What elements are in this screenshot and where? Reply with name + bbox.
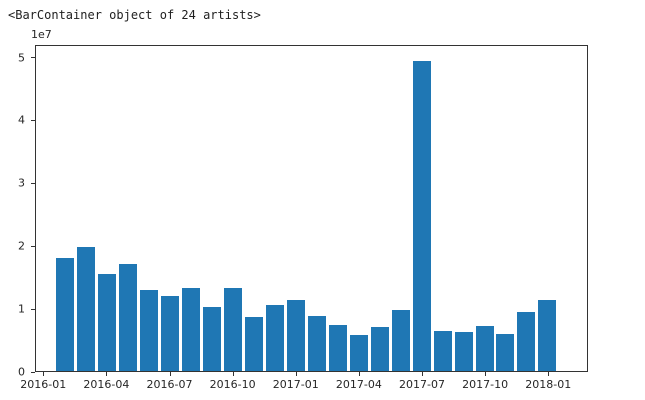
bar [475,326,494,371]
x-tick-label: 2017-01 [272,378,319,391]
x-tick-mark [548,372,550,376]
bar [349,334,368,371]
x-tick-mark [422,372,423,376]
y-tick-mark [31,371,35,373]
x-tick-label: 2017-04 [335,378,382,391]
y-tick-label: 0 [18,365,25,379]
x-tick-label: 2016-04 [83,378,130,391]
y-tick-mark [31,119,35,121]
bar [496,333,515,371]
bar [412,61,431,371]
bar [433,331,452,371]
x-tick-mark [485,372,487,376]
bar [98,274,117,371]
y-axis-offset-label: 1e7 [31,28,52,41]
plot-area [35,45,588,372]
bar [182,287,200,371]
y-tick-mark [31,245,35,247]
x-tick-mark [43,372,45,376]
y-tick-label: 5 [18,51,25,65]
bar [56,257,75,371]
bar [517,311,536,371]
bar [223,287,242,371]
x-tick-mark [169,372,171,376]
x-tick-mark [106,372,108,376]
bar [391,309,410,371]
y-tick-label: 3 [18,176,25,190]
bar [328,325,347,371]
bar [286,300,305,371]
bar [370,327,389,371]
bar [244,316,263,371]
repr-output-text: <BarContainer object of 24 artists> [8,8,261,22]
bar [77,246,96,371]
x-tick-label: 2016-01 [20,378,67,391]
bar [119,263,138,371]
bar [202,307,221,371]
bar [265,304,284,371]
y-tick-mark [31,308,35,310]
x-tick-label: 2016-10 [209,378,256,391]
x-tick-label: 2016-07 [146,378,193,391]
x-tick-label: 2017-10 [462,378,509,391]
x-tick-label: 2017-07 [399,378,445,391]
bar [454,332,473,371]
x-tick-label: 2018-01 [525,378,572,391]
bar [161,296,180,371]
x-tick-mark [295,372,297,376]
x-tick-mark [232,372,234,376]
y-tick-label: 2 [18,239,25,253]
y-tick-label: 1 [18,302,25,316]
bar [538,299,557,371]
y-tick-label: 4 [18,113,25,127]
bar [140,290,159,371]
bar [307,316,326,371]
y-tick-mark [31,182,35,184]
y-tick-mark [31,57,35,59]
x-tick-mark [358,372,360,376]
